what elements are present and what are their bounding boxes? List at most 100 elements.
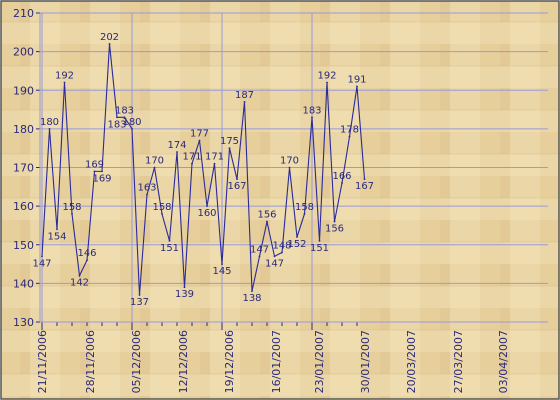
data-label: 187 (235, 90, 254, 101)
y-tick-label: 150 (13, 239, 34, 252)
data-label: 158 (62, 202, 81, 213)
data-point (348, 135, 351, 138)
data-point (123, 116, 126, 119)
data-label: 147 (250, 244, 269, 255)
data-label: 171 (182, 152, 201, 163)
data-label: 183 (302, 105, 321, 116)
data-point (116, 116, 118, 119)
data-label: 151 (310, 243, 329, 254)
data-label: 178 (340, 125, 359, 136)
data-label: 151 (160, 243, 179, 254)
y-tick-label: 170 (13, 162, 34, 175)
data-label: 169 (92, 173, 111, 184)
data-label: 192 (55, 71, 74, 82)
data-label: 192 (317, 71, 336, 82)
y-tick-label: 140 (13, 277, 34, 290)
data-label: 202 (100, 32, 119, 43)
data-point (63, 81, 66, 84)
data-point (236, 178, 238, 180)
data-label: 163 (137, 183, 156, 194)
data-label: 166 (332, 171, 351, 182)
data-point (258, 255, 261, 258)
data-label: 148 (272, 240, 291, 251)
data-label: 170 (280, 156, 299, 167)
data-point (86, 259, 88, 262)
data-point (183, 286, 186, 289)
data-point (153, 166, 156, 169)
data-point (251, 290, 253, 292)
data-point (213, 162, 216, 165)
data-point (41, 255, 43, 258)
data-point (273, 255, 276, 258)
data-label: 183 (107, 119, 126, 130)
data-point (326, 81, 328, 84)
data-point (363, 178, 366, 180)
data-point (318, 239, 321, 242)
data-label: 156 (325, 224, 344, 235)
data-label: 191 (347, 74, 366, 85)
axis-layer: 130 140 150 160 170 180 190 200 210 21/11/2006 28/… (13, 7, 548, 393)
series-layer (41, 43, 366, 296)
data-label: 142 (70, 278, 89, 289)
data-label: 177 (190, 128, 209, 139)
data-point (191, 162, 193, 165)
data-label: 158 (295, 202, 314, 213)
data-point (93, 170, 96, 173)
x-tick-label: 19/12/2006 (223, 330, 236, 393)
series-line (41, 43, 366, 296)
x-tick-label: 05/12/2006 (130, 330, 143, 393)
data-label: 147 (265, 258, 284, 269)
x-tick-label: 20/03/2007 (405, 330, 418, 393)
y-tick-label: 190 (13, 84, 34, 97)
data-label: 158 (152, 202, 171, 213)
data-label: 145 (212, 266, 231, 277)
data-label: 167 (227, 181, 246, 192)
data-label: 146 (77, 248, 96, 259)
data-point (341, 182, 343, 184)
data-label: 174 (167, 140, 186, 151)
data-point (71, 212, 73, 215)
data-point (311, 116, 313, 119)
data-label: 167 (355, 181, 374, 192)
y-tick-label: 130 (13, 316, 34, 329)
data-point (108, 43, 111, 45)
data-point (138, 294, 141, 296)
data-label: 138 (242, 293, 261, 304)
data-label: 154 (47, 231, 66, 242)
x-tick-label: 30/01/2007 (359, 330, 372, 393)
x-tick-label: 28/11/2006 (84, 330, 97, 393)
y-tick-label: 210 (13, 7, 34, 20)
data-label: 180 (40, 117, 59, 128)
data-label: 139 (175, 289, 194, 300)
data-label: 147 (32, 258, 51, 269)
x-tick-label: 16/01/2007 (270, 330, 283, 393)
data-point (228, 147, 231, 150)
data-point (206, 205, 208, 208)
data-point (176, 151, 178, 153)
data-label: 170 (145, 156, 164, 167)
y-tick-label: 200 (13, 46, 34, 59)
data-point (333, 220, 336, 223)
data-label: 169 (85, 159, 104, 170)
x-tick-label: 21/11/2006 (36, 330, 49, 393)
data-label: 156 (257, 210, 276, 221)
y-tick-label: 180 (13, 123, 34, 136)
x-tick-label: 23/01/2007 (313, 330, 326, 393)
data-point (161, 212, 163, 215)
data-label: 175 (220, 136, 239, 147)
data-label-layer: 1471801541921581421461691692021831831801… (32, 32, 374, 308)
data-point (56, 228, 58, 231)
x-tick-label: 03/04/2007 (497, 330, 510, 393)
data-point (146, 193, 148, 196)
data-label: 152 (287, 239, 306, 250)
data-point (296, 236, 298, 238)
x-tick-label: 27/03/2007 (452, 330, 465, 393)
data-point (48, 127, 51, 130)
data-point (221, 263, 223, 265)
data-point (303, 212, 306, 215)
x-tick-label: 12/12/2006 (177, 330, 190, 393)
data-point (101, 170, 103, 173)
data-label: 180 (122, 117, 141, 128)
data-point (168, 239, 171, 242)
